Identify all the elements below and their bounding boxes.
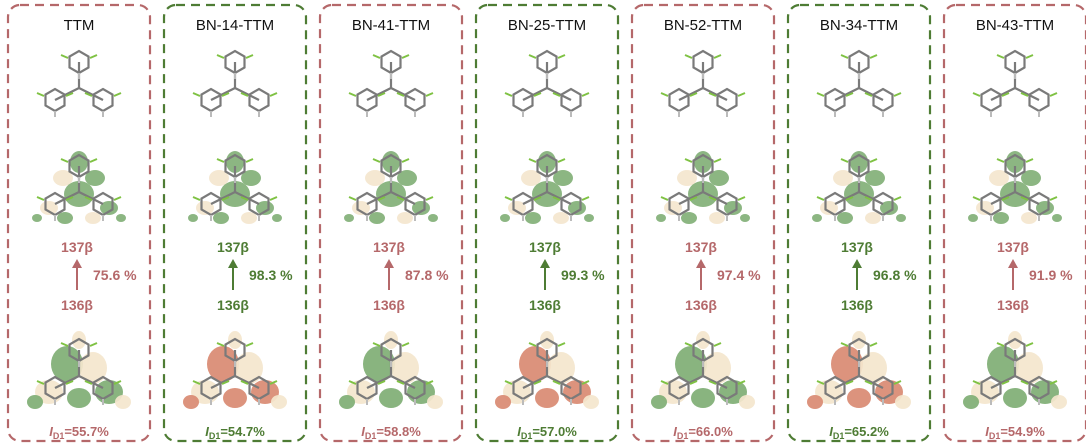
index-subscript: D1 (53, 431, 65, 441)
orbital-136-isosurface (807, 331, 911, 409)
index-symbol: I (205, 424, 209, 439)
delocalization-index: ID1=55.7% (49, 424, 109, 441)
index-subscript: D1 (209, 431, 221, 441)
transition-percent: 97.4 % (717, 267, 761, 283)
orbital-136-isosurface (183, 331, 287, 409)
transition-percent: 96.8 % (873, 267, 917, 283)
index-symbol: I (361, 424, 365, 439)
arrow-head (384, 259, 394, 268)
index-subscript: D1 (521, 431, 533, 441)
index-value: =65.2% (844, 424, 889, 439)
panel-title: BN-43-TTM (976, 17, 1054, 34)
index-value: =54.9% (1000, 424, 1045, 439)
panel-title: BN-41-TTM (352, 17, 430, 34)
arrow-head (228, 259, 238, 268)
delocalization-index: ID1=54.9% (985, 424, 1045, 441)
lower-orbital-label: 136β (997, 297, 1029, 313)
index-value: =54.7% (220, 424, 265, 439)
transition-percent: 75.6 % (93, 267, 137, 283)
upper-orbital-label: 137β (685, 239, 717, 255)
index-subscript: D1 (677, 431, 689, 441)
index-symbol: I (673, 424, 677, 439)
orbital-137-isosurface (656, 151, 750, 224)
panel-title: BN-34-TTM (820, 17, 898, 34)
orbital-136-isosurface (27, 331, 131, 409)
molecule-structure (660, 49, 746, 117)
orbital-137-isosurface (32, 151, 126, 224)
arrow-head (1008, 259, 1018, 268)
index-symbol: I (829, 424, 833, 439)
orbital-136-isosurface (339, 331, 443, 409)
panel-title: BN-52-TTM (664, 17, 742, 34)
arrow-head (852, 259, 862, 268)
lower-orbital-label: 136β (61, 297, 93, 313)
index-symbol: I (985, 424, 989, 439)
panel-title: TTM (64, 17, 95, 34)
orbital-137-isosurface (344, 151, 438, 224)
index-symbol: I (517, 424, 521, 439)
upper-orbital-label: 137β (997, 239, 1029, 255)
upper-orbital-label: 137β (841, 239, 873, 255)
transition-percent: 91.9 % (1029, 267, 1073, 283)
molecule-structure (36, 49, 122, 117)
orbital-137-isosurface (500, 151, 594, 224)
transition-percent: 98.3 % (249, 267, 293, 283)
molecule-structure (192, 49, 278, 117)
upper-orbital-label: 137β (373, 239, 405, 255)
delocalization-index: ID1=65.2% (829, 424, 889, 441)
molecule-structure (972, 49, 1058, 117)
orbital-136-isosurface (495, 331, 599, 409)
delocalization-index: ID1=58.8% (361, 424, 421, 441)
lower-orbital-label: 136β (529, 297, 561, 313)
upper-orbital-label: 137β (529, 239, 561, 255)
lower-orbital-label: 136β (217, 297, 249, 313)
panel-title: BN-25-TTM (508, 17, 586, 34)
upper-orbital-label: 137β (61, 239, 93, 255)
delocalization-index: ID1=54.7% (205, 424, 265, 441)
orbital-136-isosurface (963, 331, 1067, 409)
orbital-136-isosurface (651, 331, 755, 409)
transition-percent: 99.3 % (561, 267, 605, 283)
arrow-head (696, 259, 706, 268)
upper-orbital-label: 137β (217, 239, 249, 255)
index-value: =58.8% (376, 424, 421, 439)
index-value: =66.0% (688, 424, 733, 439)
lower-orbital-label: 136β (841, 297, 873, 313)
molecule-structure (816, 49, 902, 117)
orbital-137-isosurface (188, 151, 282, 224)
delocalization-index: ID1=57.0% (517, 424, 577, 441)
molecule-structure (348, 49, 434, 117)
panel-title: BN-14-TTM (196, 17, 274, 34)
index-subscript: D1 (833, 431, 845, 441)
arrow-head (72, 259, 82, 268)
index-subscript: D1 (365, 431, 377, 441)
orbital-137-isosurface (968, 151, 1062, 224)
index-symbol: I (49, 424, 53, 439)
orbital-137-isosurface (812, 151, 906, 224)
index-value: =55.7% (64, 424, 109, 439)
transition-percent: 87.8 % (405, 267, 449, 283)
molecule-structure (504, 49, 590, 117)
delocalization-index: ID1=66.0% (673, 424, 733, 441)
lower-orbital-label: 136β (373, 297, 405, 313)
index-subscript: D1 (989, 431, 1001, 441)
index-value: =57.0% (532, 424, 577, 439)
lower-orbital-label: 136β (685, 297, 717, 313)
arrow-head (540, 259, 550, 268)
